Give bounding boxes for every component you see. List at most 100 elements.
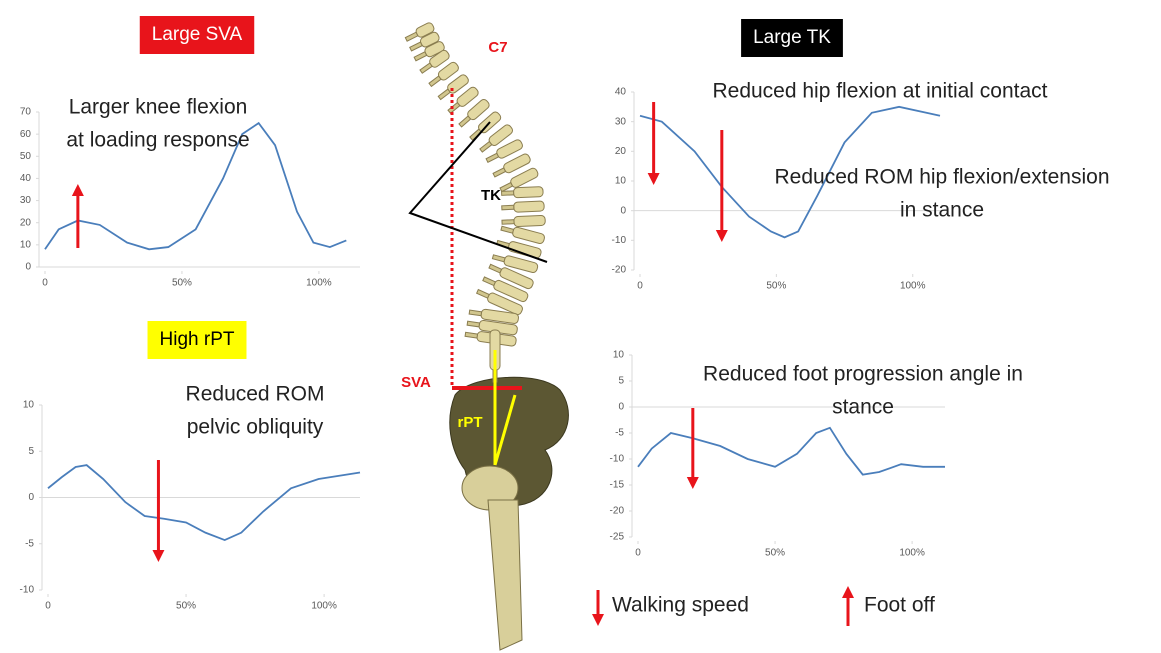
annotation: Reduced ROM hip flexion/extension xyxy=(774,166,1109,189)
spinous-process xyxy=(491,254,506,263)
y-tick-label: -10 xyxy=(20,585,35,596)
spinous-process xyxy=(404,31,419,42)
y-tick-label: 20 xyxy=(20,217,32,228)
arrow-head xyxy=(715,230,728,242)
spinous-process xyxy=(479,140,493,153)
x-tick-label: 100% xyxy=(311,601,337,612)
x-tick-label: 100% xyxy=(900,281,926,292)
y-tick-label: 50 xyxy=(20,151,32,162)
y-tick-label: -10 xyxy=(612,235,627,246)
x-tick-label: 0 xyxy=(635,548,641,559)
y-tick-label: 0 xyxy=(28,492,34,503)
annotation: stance xyxy=(832,396,894,419)
femur xyxy=(487,499,523,651)
spine-illustration xyxy=(404,22,569,651)
chart: -10 -5 0 5 10 0 50% 100% High rPT Reduced ROM pelv… xyxy=(20,321,361,612)
chart: 0 10 20 30 40 50 60 70 0 50% 100% Large SVA Larger k… xyxy=(20,16,360,289)
arrow-head xyxy=(647,173,660,185)
spinous-process xyxy=(500,225,515,234)
annotation: Reduced hip flexion at initial contact xyxy=(712,80,1047,103)
spine-label: TK xyxy=(481,187,501,204)
annotation: Reduced ROM xyxy=(186,383,325,406)
spinous-process xyxy=(466,320,481,328)
title-box xyxy=(147,321,247,359)
x-tick-label: 50% xyxy=(172,278,192,289)
y-tick-label: 10 xyxy=(613,350,625,361)
vertebra xyxy=(513,186,544,199)
spinous-process xyxy=(501,190,515,196)
x-tick-label: 0 xyxy=(45,601,51,612)
vertebra xyxy=(513,214,546,228)
annotation: in stance xyxy=(900,199,984,222)
legend: Walking speed Foot off xyxy=(592,586,935,626)
y-tick-label: 0 xyxy=(25,262,31,273)
y-tick-label: 10 xyxy=(615,176,627,187)
annotation: pelvic obliquity xyxy=(187,416,324,439)
vertebra xyxy=(512,226,545,244)
title-box xyxy=(741,19,843,57)
x-tick-label: 50% xyxy=(765,548,785,559)
y-tick-label: 60 xyxy=(20,129,32,140)
spinous-process xyxy=(501,219,515,225)
y-tick-label: 30 xyxy=(615,116,627,127)
y-tick-label: -15 xyxy=(610,480,625,491)
spinous-process xyxy=(458,115,472,128)
tk-angle xyxy=(408,121,548,263)
spinous-process xyxy=(499,181,514,193)
title-box xyxy=(139,16,255,54)
x-tick-label: 100% xyxy=(306,278,332,289)
chart: -20 -10 0 10 20 30 40 0 50% 100% Large TK Reduced h… xyxy=(612,19,1110,292)
chart: -25 -20 -15 -10 -5 0 5 10 0 50% 100% Reduced foot p… xyxy=(610,350,1023,559)
spinous-process xyxy=(464,331,479,339)
spinous-process xyxy=(485,152,500,164)
y-tick-label: 10 xyxy=(23,400,35,411)
spinous-process xyxy=(501,204,515,211)
y-tick-label: -5 xyxy=(615,428,624,439)
legend-arrow xyxy=(592,614,604,626)
y-tick-label: 10 xyxy=(20,239,32,250)
spinous-process xyxy=(475,288,490,299)
spinous-process xyxy=(413,51,428,62)
data-line xyxy=(639,105,941,239)
vertebra xyxy=(513,200,545,213)
spinous-process xyxy=(419,62,433,74)
spine-label: rPT xyxy=(457,414,482,431)
spinous-process xyxy=(437,88,451,101)
y-tick-label: 20 xyxy=(615,146,627,157)
y-tick-label: 70 xyxy=(20,107,32,118)
legend-arrow xyxy=(842,586,854,598)
arrow-head xyxy=(71,184,84,196)
legend-label: Foot off xyxy=(864,594,935,617)
x-tick-label: 100% xyxy=(899,548,925,559)
spinous-process xyxy=(447,101,461,114)
y-tick-label: 5 xyxy=(618,376,624,387)
x-tick-label: 50% xyxy=(176,601,196,612)
spinous-process xyxy=(409,41,423,52)
spinous-process xyxy=(492,167,507,178)
spine-label: C7 xyxy=(488,39,507,56)
y-tick-label: -25 xyxy=(610,532,625,543)
y-tick-label: -5 xyxy=(25,538,34,549)
spinous-process xyxy=(482,276,497,287)
y-tick-label: -20 xyxy=(612,265,627,276)
y-tick-label: 40 xyxy=(20,173,32,184)
title-label: Large TK xyxy=(753,27,831,48)
arrow-head xyxy=(152,550,165,562)
title-label: Large SVA xyxy=(152,24,243,45)
y-tick-label: 30 xyxy=(20,195,32,206)
rpt-line xyxy=(493,394,517,466)
title-label: High rPT xyxy=(160,329,235,350)
y-tick-label: 40 xyxy=(615,87,627,98)
y-tick-label: 0 xyxy=(620,205,626,216)
y-tick-label: -20 xyxy=(610,506,625,517)
x-tick-label: 50% xyxy=(766,281,786,292)
legend-label: Walking speed xyxy=(612,594,749,617)
spinous-process xyxy=(468,309,483,317)
y-tick-label: 5 xyxy=(28,446,34,457)
y-tick-label: 0 xyxy=(618,402,624,413)
annotation: Reduced foot progression angle in xyxy=(703,363,1023,386)
x-tick-label: 0 xyxy=(637,281,643,292)
data-line xyxy=(47,464,361,542)
annotation: at loading response xyxy=(66,129,249,152)
